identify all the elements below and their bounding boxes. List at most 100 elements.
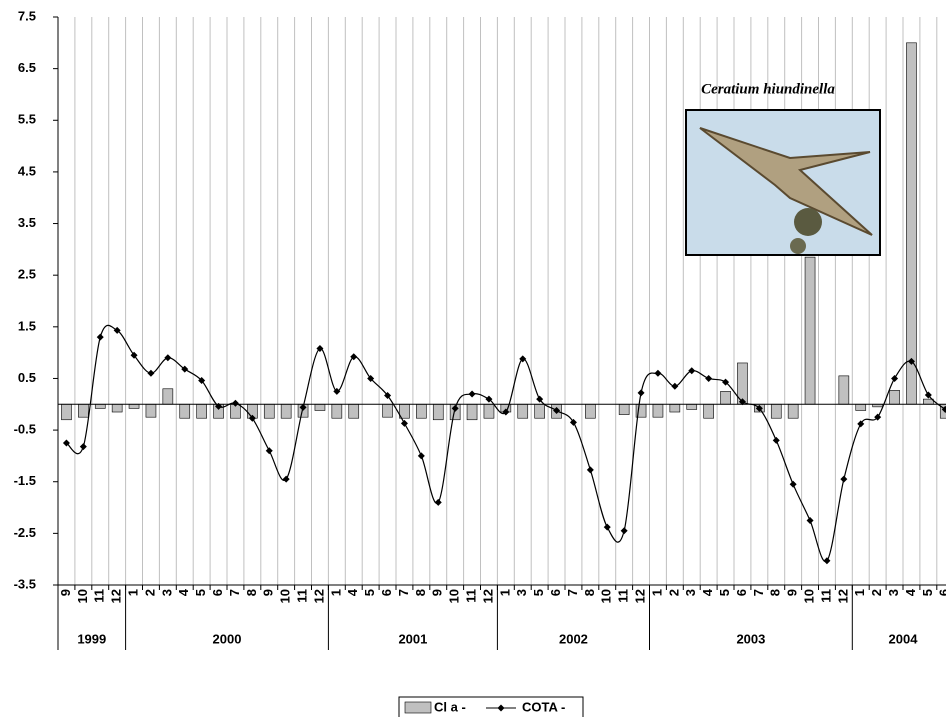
bar — [906, 42, 917, 405]
marker — [400, 419, 408, 427]
x-tick-label: 4 — [903, 588, 918, 596]
marker — [299, 403, 307, 411]
y-tick-label: -1.5 — [14, 473, 36, 488]
bar — [669, 403, 681, 413]
marker — [79, 443, 87, 451]
bar — [162, 388, 174, 405]
photo-cell — [794, 208, 822, 236]
group-label: 2004 — [889, 631, 919, 646]
marker — [789, 480, 797, 488]
marker — [705, 374, 713, 382]
x-tick-label: 10 — [801, 589, 816, 603]
bar — [263, 403, 275, 419]
marker — [468, 390, 476, 398]
marker — [603, 523, 611, 531]
grid — [74, 17, 938, 585]
marker — [451, 404, 459, 412]
bar — [770, 403, 782, 419]
x-tick-label: 1 — [852, 589, 867, 596]
marker — [823, 557, 831, 565]
marker — [637, 389, 645, 397]
marker — [384, 391, 392, 399]
y-tick-label: 0.5 — [18, 370, 36, 385]
bar — [804, 256, 816, 405]
x-tick-label: 4 — [176, 588, 191, 596]
x-tick-label: 6 — [937, 589, 946, 596]
bar — [466, 403, 478, 421]
x-tick-label: 5 — [531, 589, 546, 596]
bar — [585, 403, 596, 419]
marker — [434, 498, 442, 506]
photo-cell — [790, 238, 806, 254]
x-tick-label: 12 — [632, 589, 647, 603]
legend-swatch — [497, 704, 505, 712]
bar — [703, 403, 714, 419]
bar — [348, 403, 360, 419]
bar — [382, 403, 393, 418]
marker — [806, 516, 814, 524]
x-tick-label: 11 — [92, 589, 107, 603]
legend-label: Cl a - — [434, 699, 466, 714]
legend-swatch — [404, 701, 432, 714]
x-tick-label: 1 — [497, 589, 512, 596]
marker — [772, 436, 780, 444]
x-tick-label: 7 — [751, 589, 766, 596]
x-tick-label: 7 — [227, 589, 242, 596]
bar — [314, 403, 326, 411]
marker — [316, 345, 324, 353]
x-tick-label: 4 — [700, 588, 715, 596]
bar — [889, 390, 900, 405]
x-tick-label: 9 — [430, 589, 445, 596]
bar-series — [61, 42, 946, 421]
marker — [671, 382, 679, 390]
x-tick-label: 12 — [311, 589, 326, 603]
marker — [891, 374, 899, 382]
x-tick-label: 10 — [75, 589, 90, 603]
x-tick-label: 4 — [345, 588, 360, 596]
bar — [720, 391, 731, 405]
bar — [517, 403, 529, 419]
x-tick-label: 10 — [447, 589, 462, 603]
x-tick-label: 6 — [210, 589, 225, 596]
y-tick-label: -2.5 — [14, 525, 36, 540]
x-tick-label: 1 — [649, 589, 664, 596]
marker — [907, 357, 915, 365]
x-tick-label: 8 — [413, 589, 428, 596]
marker — [265, 447, 273, 455]
marker — [333, 387, 341, 395]
y-tick-label: 6.5 — [18, 60, 36, 75]
marker — [147, 369, 155, 377]
y-tick-label: -0.5 — [14, 422, 36, 437]
marker — [536, 395, 544, 403]
group-label: 2003 — [736, 631, 765, 646]
bar — [111, 403, 123, 413]
y-tick-label: 4.5 — [18, 163, 36, 178]
x-tick-label: 10 — [278, 589, 293, 603]
group-label: 2002 — [559, 631, 588, 646]
marker — [553, 406, 561, 414]
x-tick-label: 11 — [463, 589, 478, 603]
bar — [179, 403, 191, 419]
x-tick-label: 12 — [109, 589, 124, 603]
marker — [248, 414, 256, 422]
marker — [654, 369, 662, 377]
x-tick-label: 9 — [261, 589, 276, 596]
marker — [874, 413, 882, 421]
x-tick-label: 2 — [142, 589, 157, 596]
marker — [485, 395, 493, 403]
x-tick-label: 9 — [785, 589, 800, 596]
group-label: 2001 — [398, 631, 427, 646]
bar — [652, 403, 664, 418]
x-tick-label: 6 — [548, 589, 563, 596]
marker — [282, 475, 290, 483]
bar — [61, 403, 72, 421]
marker — [350, 353, 358, 361]
bar — [416, 403, 427, 419]
x-tick-label: 10 — [599, 589, 614, 603]
x-tick-label: 5 — [362, 589, 377, 596]
bar — [78, 403, 89, 418]
bar — [855, 403, 867, 411]
y-tick-label: 3.5 — [18, 215, 36, 230]
x-tick-label: 11 — [818, 589, 833, 603]
x-tick-label: 3 — [159, 589, 174, 596]
